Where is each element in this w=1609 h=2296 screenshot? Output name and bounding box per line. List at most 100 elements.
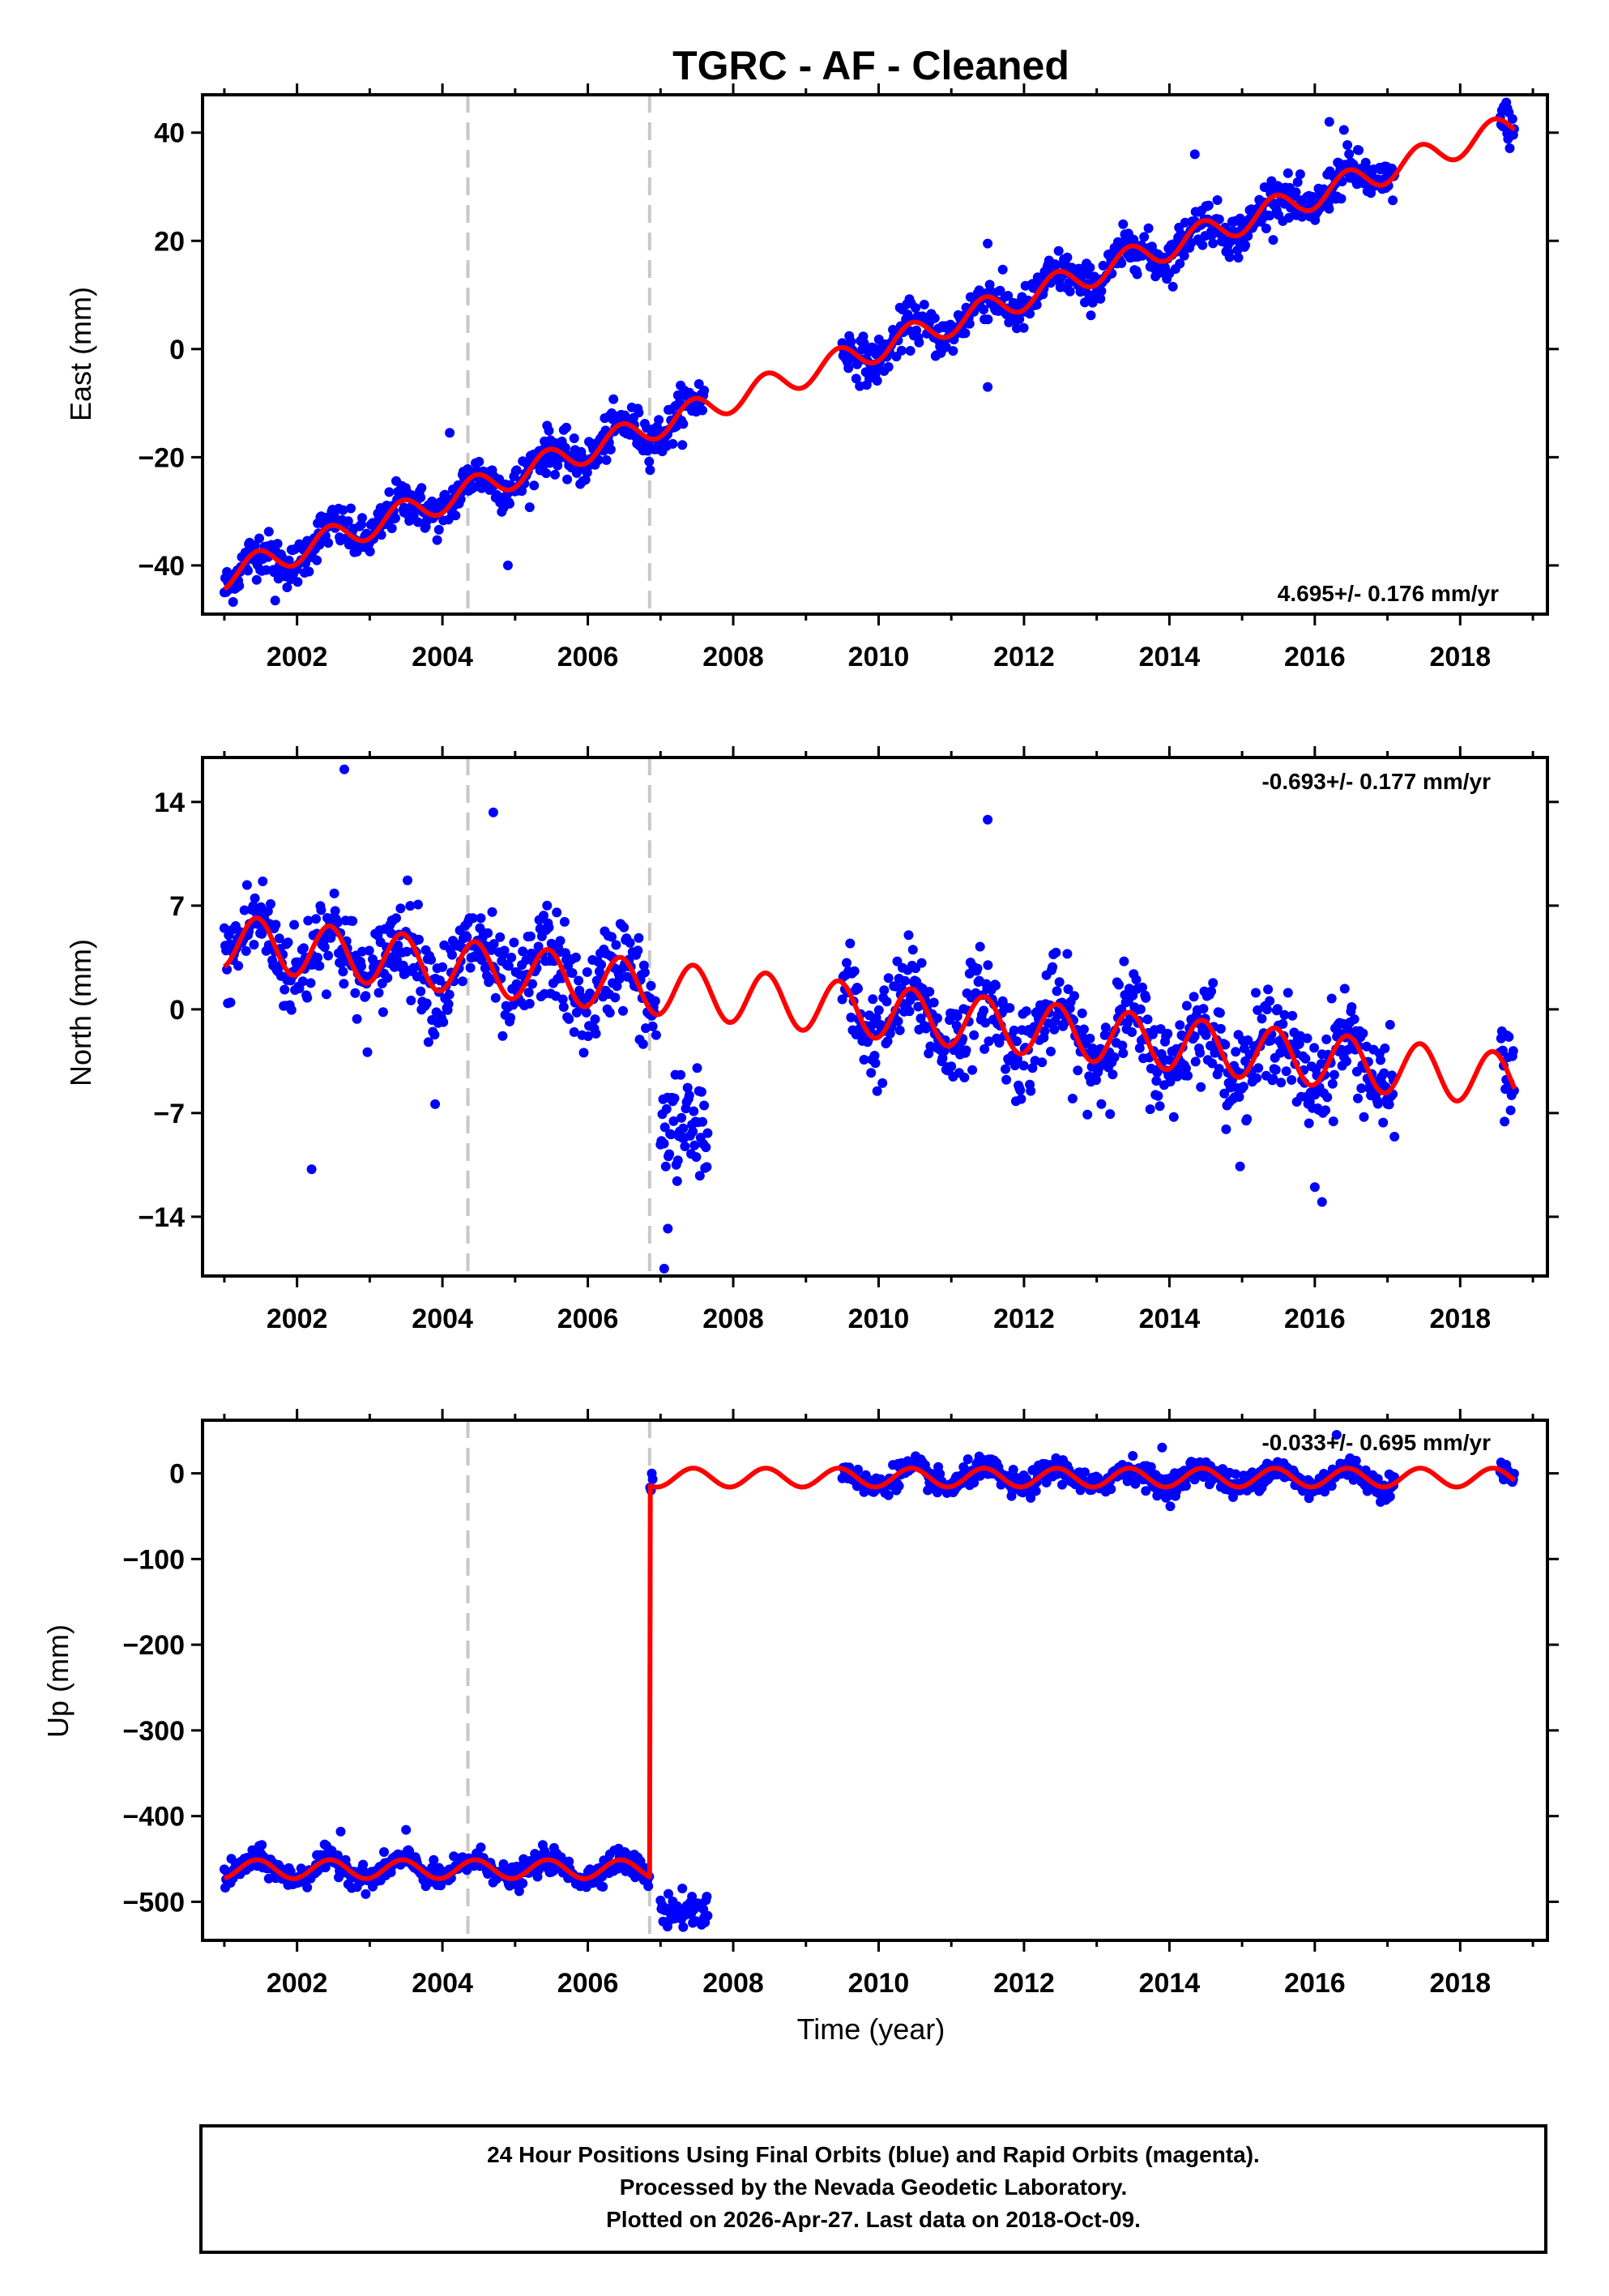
east-data-point xyxy=(251,574,262,585)
north-data-point xyxy=(1278,1018,1288,1029)
north-data-point xyxy=(1389,1132,1400,1142)
north-offset-point xyxy=(698,1116,707,1127)
up-outlier-point xyxy=(1157,1442,1167,1453)
north-data-point xyxy=(1234,1092,1244,1102)
east-data-point xyxy=(562,474,573,484)
north-data-point xyxy=(1326,993,1337,1004)
up-offset-point xyxy=(702,1910,713,1921)
east-data-point xyxy=(323,538,334,548)
north-data-point xyxy=(979,1005,989,1016)
east-data-point xyxy=(1053,245,1064,256)
up-data-point xyxy=(962,1454,973,1465)
north-data-point xyxy=(969,1030,979,1040)
x-tick-label: 2008 xyxy=(702,1304,764,1334)
east-data-point xyxy=(979,305,989,314)
north-data-point xyxy=(1164,1055,1175,1065)
north-data-point xyxy=(1283,988,1293,998)
up-data-point xyxy=(1385,1492,1395,1502)
north-data-point xyxy=(250,893,260,903)
north-data-point xyxy=(1263,984,1274,995)
north-data-point xyxy=(1175,1020,1185,1031)
up-outlier-point xyxy=(401,1824,412,1835)
east-data-point xyxy=(254,533,264,544)
north-data-point xyxy=(405,901,416,911)
north-data-point xyxy=(1127,1027,1137,1037)
x-tick-label: 2010 xyxy=(848,1968,910,1999)
north-data-point xyxy=(877,1078,888,1088)
x-tick-label: 2016 xyxy=(1284,1304,1346,1334)
north-data-point xyxy=(984,1036,994,1047)
east-data-point xyxy=(282,583,292,592)
east-data-point xyxy=(608,394,619,404)
x-tick-label: 2016 xyxy=(1284,642,1346,672)
north-data-point xyxy=(1359,1112,1369,1122)
north-data-point xyxy=(913,1001,924,1012)
north-data-point xyxy=(283,937,293,948)
east-data-point xyxy=(1208,238,1218,249)
east-data-point xyxy=(1176,228,1186,239)
east-data-point xyxy=(553,460,563,471)
x-tick-label: 2002 xyxy=(267,642,328,672)
x-tick-label: 2006 xyxy=(557,642,619,672)
north-offset-point xyxy=(696,1086,706,1097)
north-data-point xyxy=(1294,1039,1304,1049)
north-data-point xyxy=(870,1058,881,1069)
up-data-point xyxy=(598,1881,608,1892)
north-offset-point xyxy=(659,1138,669,1149)
north-data-point xyxy=(233,961,244,971)
north-data-point xyxy=(634,932,644,943)
north-data-point xyxy=(1214,1008,1225,1018)
north-data-point xyxy=(1327,1078,1338,1089)
y-tick-label: −200 xyxy=(122,1630,185,1661)
north-data-point xyxy=(1067,1094,1078,1103)
north-data-point xyxy=(903,930,914,941)
north-data-point xyxy=(429,1030,440,1040)
north-data-point xyxy=(933,1013,942,1023)
north-model-line xyxy=(222,915,1517,1103)
north-data-point xyxy=(1265,996,1275,1006)
north-outlier-point xyxy=(659,1263,669,1274)
x-tick-label: 2018 xyxy=(1430,1304,1492,1334)
north-outlier-point xyxy=(339,764,349,775)
north-data-point xyxy=(1117,1040,1128,1051)
north-data-point xyxy=(892,956,903,967)
north-data-point xyxy=(437,962,448,972)
y-tick-label: −500 xyxy=(122,1887,185,1918)
north-data-point xyxy=(1077,1008,1087,1018)
east-data-point xyxy=(1360,157,1371,168)
east-data-point xyxy=(1062,252,1073,262)
north-data-point xyxy=(393,940,403,950)
east-data-point xyxy=(645,465,655,476)
east-data-point xyxy=(1129,234,1139,245)
up-offset-point xyxy=(702,1892,712,1901)
north-data-point xyxy=(1287,1075,1297,1085)
north-data-point xyxy=(361,991,371,1001)
north-data-point xyxy=(542,900,553,911)
north-outlier-point xyxy=(430,1099,441,1109)
north-data-point xyxy=(395,903,406,914)
north-data-point xyxy=(1221,1124,1231,1134)
east-data-point xyxy=(960,328,971,339)
east-data-point xyxy=(1261,224,1271,233)
east-data-point xyxy=(1025,309,1035,319)
east-data-point xyxy=(357,513,367,523)
north-data-point xyxy=(416,986,426,996)
north-data-point xyxy=(311,914,321,924)
north-data-point xyxy=(289,920,300,930)
east-outlier-point xyxy=(502,560,513,570)
north-data-point xyxy=(1302,1033,1312,1043)
north-offset-point xyxy=(664,1149,675,1159)
north-data-point xyxy=(991,980,1001,991)
up-data-point xyxy=(1128,1451,1138,1461)
north-data-point xyxy=(596,959,607,970)
east-data-point xyxy=(1344,149,1355,160)
up-data-point xyxy=(1326,1481,1337,1492)
east-outlier-point xyxy=(1324,117,1334,127)
north-data-point xyxy=(362,1047,373,1057)
north-data-point xyxy=(1210,1048,1220,1058)
east-data-point xyxy=(234,581,245,591)
north-data-point xyxy=(256,902,267,912)
up-data-point xyxy=(498,1859,509,1869)
up-offset-point xyxy=(678,1922,689,1932)
east-data-point xyxy=(984,280,995,290)
